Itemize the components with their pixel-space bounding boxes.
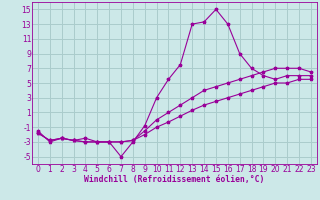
- X-axis label: Windchill (Refroidissement éolien,°C): Windchill (Refroidissement éolien,°C): [84, 175, 265, 184]
